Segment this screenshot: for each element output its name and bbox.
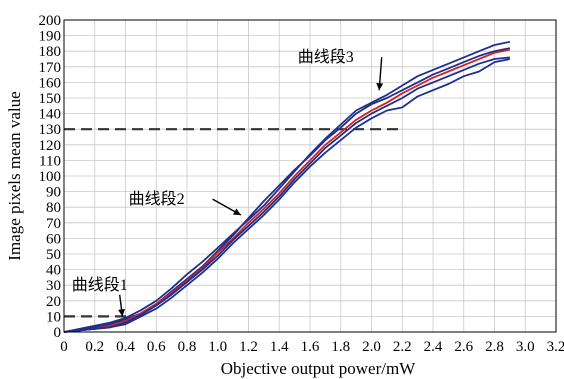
y-tick-label: 120 bbox=[39, 138, 62, 154]
x-tick-label: 2.0 bbox=[362, 339, 381, 355]
series-line-2 bbox=[63, 48, 511, 333]
x-tick-label: 2.4 bbox=[424, 339, 443, 355]
x-tick-label: 3.0 bbox=[516, 339, 535, 355]
x-tick-label: 0 bbox=[60, 339, 68, 355]
x-tick-label: 2.8 bbox=[485, 339, 504, 355]
x-axis-label: Objective output power/mW bbox=[221, 359, 416, 378]
y-tick-label: 190 bbox=[39, 29, 62, 45]
y-tick-label: 80 bbox=[46, 200, 61, 216]
y-tick-label: 10 bbox=[46, 309, 61, 325]
y-tick-label: 100 bbox=[39, 169, 62, 185]
x-tick-label: 1.6 bbox=[301, 339, 320, 355]
plot-frame bbox=[63, 19, 557, 333]
x-tick-label: 1.4 bbox=[270, 339, 289, 355]
y-tick-label: 60 bbox=[46, 231, 61, 247]
series-lines bbox=[63, 40, 511, 333]
x-tick-label: 1.2 bbox=[239, 339, 258, 355]
y-tick-label: 160 bbox=[39, 75, 62, 91]
y-tick-label: 30 bbox=[46, 278, 61, 294]
annotation-arrowhead bbox=[376, 82, 384, 91]
y-tick-label: 150 bbox=[39, 91, 62, 107]
x-tick-label: 1.8 bbox=[331, 339, 350, 355]
y-tick-label: 110 bbox=[39, 153, 61, 169]
y-tick-label: 50 bbox=[46, 247, 61, 263]
annotation-label: 曲线段2 bbox=[129, 190, 185, 208]
annotation-arrowhead bbox=[232, 208, 241, 215]
x-tick-label: 0.4 bbox=[116, 339, 135, 355]
annotation-arrowhead bbox=[118, 309, 126, 317]
y-tick-label: 170 bbox=[39, 60, 62, 76]
y-tick-label: 20 bbox=[46, 294, 61, 310]
y-tick-label: 40 bbox=[46, 263, 61, 279]
y-tick-label: 70 bbox=[46, 216, 61, 232]
x-tick-label: 2.2 bbox=[393, 339, 412, 355]
grid bbox=[63, 19, 557, 333]
x-tick-label: 2.6 bbox=[454, 339, 473, 355]
tick-labels: 0 0.2 0.4 0.6 0.8 1.0 1.2 1.4 1.6 1.8 2.0 2.2 2.4 2.6… bbox=[39, 13, 564, 355]
annotation-label: 曲线段1 bbox=[72, 276, 128, 294]
x-tick-label: 0.8 bbox=[178, 339, 197, 355]
y-axis-label: Image pixels mean value bbox=[5, 91, 24, 260]
x-tick-label: 1.0 bbox=[208, 339, 227, 355]
y-tick-label: 140 bbox=[39, 107, 62, 123]
y-tick-label: 90 bbox=[46, 185, 61, 201]
x-tick-label: 0.2 bbox=[85, 339, 104, 355]
y-tick-label: 0 bbox=[54, 325, 62, 341]
y-tick-label: 200 bbox=[39, 13, 62, 29]
y-tick-label: 180 bbox=[39, 44, 62, 60]
series-line-0 bbox=[63, 40, 511, 333]
x-tick-label: 3.2 bbox=[547, 339, 564, 355]
annotations: 曲线段1 曲线段2 曲线段3 bbox=[72, 48, 384, 317]
x-tick-label: 0.6 bbox=[147, 339, 166, 355]
series-line-3 bbox=[63, 56, 510, 333]
annotation-label: 曲线段3 bbox=[298, 48, 354, 66]
y-tick-label: 130 bbox=[39, 122, 62, 138]
series-line-4 bbox=[63, 58, 511, 333]
